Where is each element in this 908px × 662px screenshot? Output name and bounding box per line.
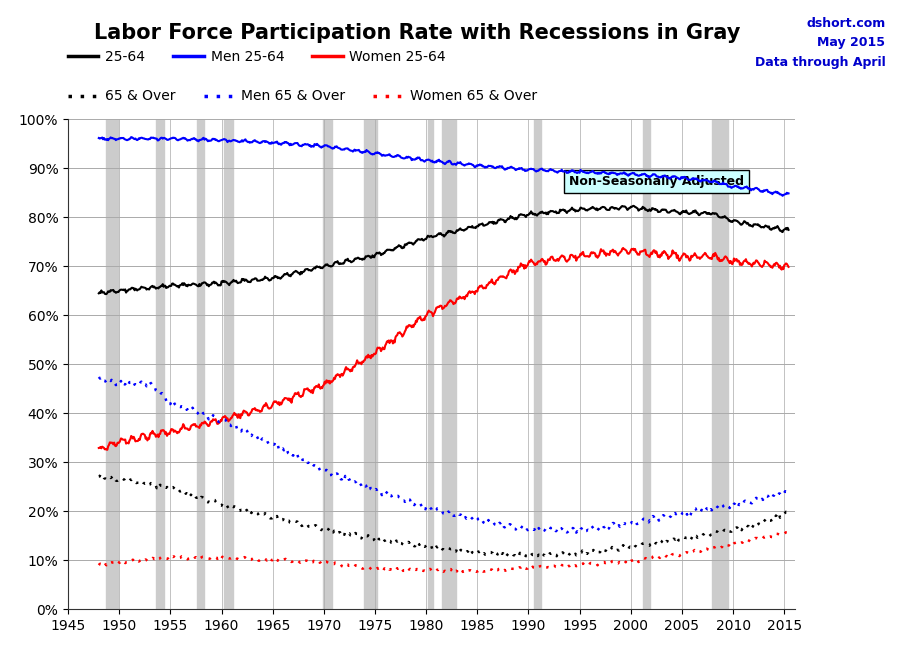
Bar — [156, 119, 163, 609]
Text: May 2015: May 2015 — [817, 36, 885, 50]
Bar — [106, 119, 118, 609]
Text: Data through April: Data through April — [755, 56, 885, 70]
Bar — [535, 119, 541, 609]
Bar — [323, 119, 332, 609]
Bar — [441, 119, 456, 609]
Text: Labor Force Participation Rate with Recessions in Gray: Labor Force Participation Rate with Rece… — [94, 23, 741, 43]
Bar — [224, 119, 232, 609]
Text: Non-Seasonally Adjusted: Non-Seasonally Adjusted — [569, 175, 745, 188]
Bar — [428, 119, 433, 609]
Text: dshort.com: dshort.com — [806, 17, 885, 30]
Bar — [643, 119, 649, 609]
Bar — [712, 119, 728, 609]
Bar — [197, 119, 204, 609]
Bar — [364, 119, 377, 609]
Legend: 65 & Over, Men 65 & Over, Women 65 & Over: 65 & Over, Men 65 & Over, Women 65 & Ove… — [68, 89, 538, 103]
